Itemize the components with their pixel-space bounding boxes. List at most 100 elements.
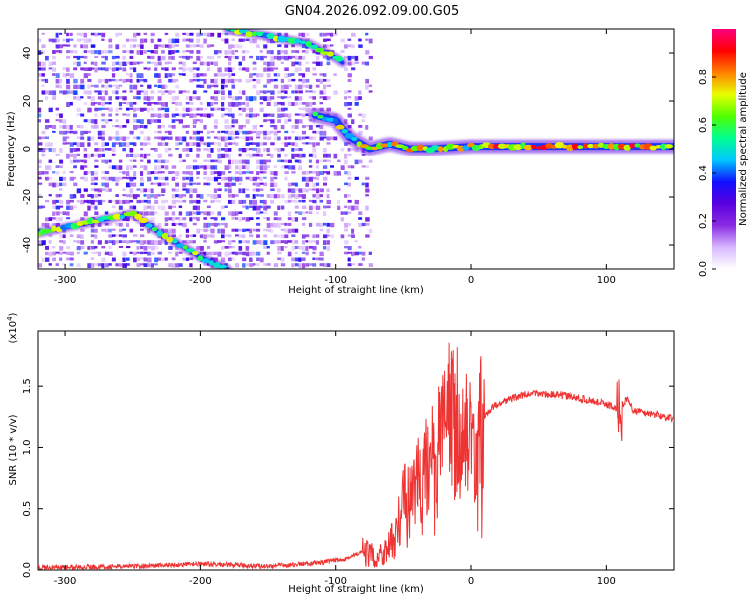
heatmap-cell [315,211,319,215]
heatmap-cell [129,73,133,78]
heatmap-cell [157,119,161,123]
heatmap-cell [168,246,173,250]
heatmap-cell [312,61,317,64]
heatmap-cell [231,194,236,198]
heatmap-cell [277,96,281,99]
heatmap-cell [256,44,260,48]
heatmap-cell [140,182,144,187]
heatmap-cell [228,182,232,188]
heatmap-cell [203,159,208,162]
heatmap-cell [361,113,367,119]
heatmap-cell [235,263,239,268]
heatmap-cell [231,136,235,141]
heatmap-cell [319,130,323,136]
heatmap-cell [284,130,289,134]
heatmap-cell [273,84,279,89]
heatmap-cell [344,153,348,159]
heatmap-cell [83,153,88,158]
heatmap-cell [101,107,105,110]
heatmap-cell [129,165,133,170]
heatmap-cell [192,240,196,244]
heatmap-cell [256,188,260,192]
heatmap-cell [45,199,50,203]
heatmap-cell [213,61,218,66]
heatmap-cell [157,113,162,118]
heatmap-cell [301,113,306,118]
heatmap-cell [249,136,253,141]
heatmap-cell [235,50,239,53]
heatmap-cell [305,251,309,256]
heatmap-cell [48,61,53,66]
heatmap-cell [90,251,95,255]
heatmap-cell [45,90,49,95]
heatmap-cell [94,61,98,66]
heatmap-cell [213,217,218,221]
heatmap-cell [235,136,240,139]
heatmap-cell [168,136,173,140]
heatmap-cell [259,211,264,214]
heatmap-cell [312,130,317,134]
heatmap-cell [175,96,179,100]
heatmap-cell [45,136,49,139]
heatmap-cell [344,205,348,208]
heatmap-cell [178,217,182,222]
heatmap-cell [154,165,158,170]
heatmap-cell [164,159,170,164]
heatmap-cell [83,188,88,192]
heatmap-cell [210,251,215,256]
heatmap-cell [94,50,98,54]
heatmap-cell [55,32,59,38]
heatmap-cell [143,107,147,111]
heatmap-cell [196,50,201,54]
heatmap-cell [206,84,212,89]
heatmap-cell [66,50,70,54]
heatmap-cell [140,148,144,151]
heatmap-cell [69,234,74,237]
heatmap-cell [178,90,183,94]
heatmap-cell [284,73,289,79]
heatmap-cell [238,176,243,182]
heatmap-cell [239,269,243,273]
heatmap-cell [73,194,77,199]
heatmap-cell [312,257,316,260]
heatmap-cell [140,84,144,87]
spectrogram-x-ticks: -300 -200 -100 0 100 [54,29,616,286]
spectrogram-x-label: Height of straight line (km) [288,285,424,296]
heatmap-cell [252,61,257,65]
heatmap-cell [143,136,148,141]
heatmap-cell [129,78,133,83]
heatmap-cell [256,148,261,153]
heatmap-cell [87,119,91,123]
heatmap-cell [101,159,105,163]
heatmap-cell [55,199,59,203]
heatmap-cell [150,107,154,111]
heatmap-cell [213,90,218,95]
heatmap-cell [129,38,134,42]
heatmap-cell [301,73,306,78]
heatmap-cell [164,136,169,140]
heatmap-cell [294,240,299,244]
heatmap-cell [245,96,249,101]
ridge-blob [664,144,673,149]
ridge-blob [277,35,287,43]
heatmap-cell [206,246,211,249]
heatmap-cell [284,84,289,90]
heatmap-cell [94,125,99,129]
heatmap-cell [192,165,197,170]
heatmap-cell [206,165,212,169]
heatmap-cell [118,107,123,110]
heatmap-cell [196,217,200,221]
heatmap-cell [136,246,140,250]
heatmap-cell [280,96,285,100]
heatmap-cell [126,142,130,148]
heatmap-cell [287,84,292,87]
heatmap-cell [287,55,292,60]
heatmap-cell [238,199,243,204]
heatmap-cell [210,102,214,106]
heatmap-cell [182,188,187,191]
heatmap-cell [62,142,67,145]
heatmap-cell [298,159,302,164]
heatmap-cell [231,182,236,186]
ridge-blob [208,260,214,266]
heatmap-cell [101,188,105,191]
